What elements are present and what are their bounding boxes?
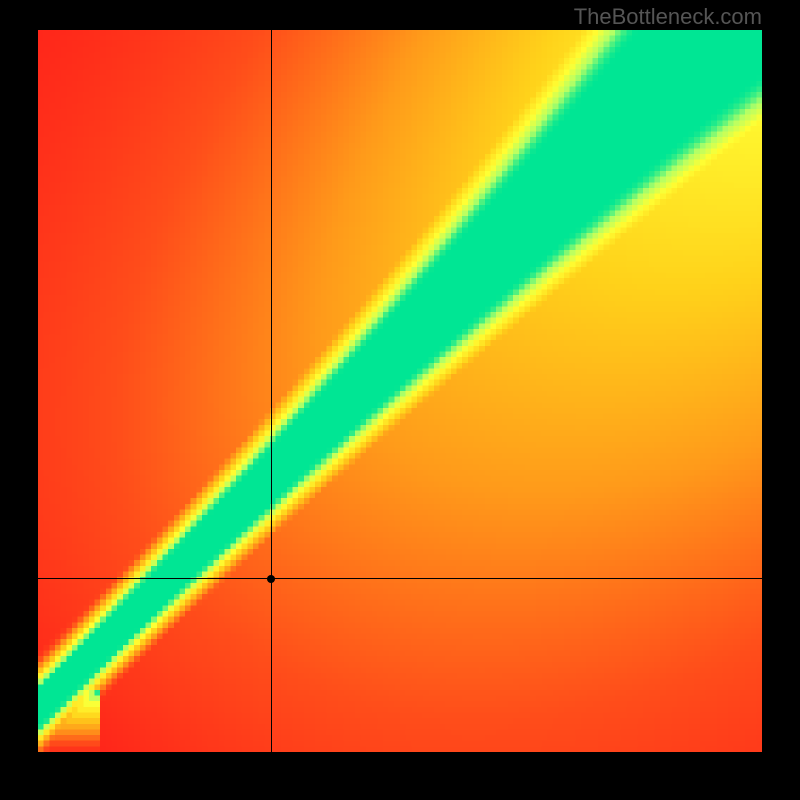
crosshair-marker [267,575,275,583]
chart-container: TheBottleneck.com [0,0,800,800]
watermark-text: TheBottleneck.com [574,4,762,30]
crosshair-vertical [271,30,272,752]
crosshair-horizontal [38,578,762,579]
bottleneck-heatmap [38,30,762,752]
